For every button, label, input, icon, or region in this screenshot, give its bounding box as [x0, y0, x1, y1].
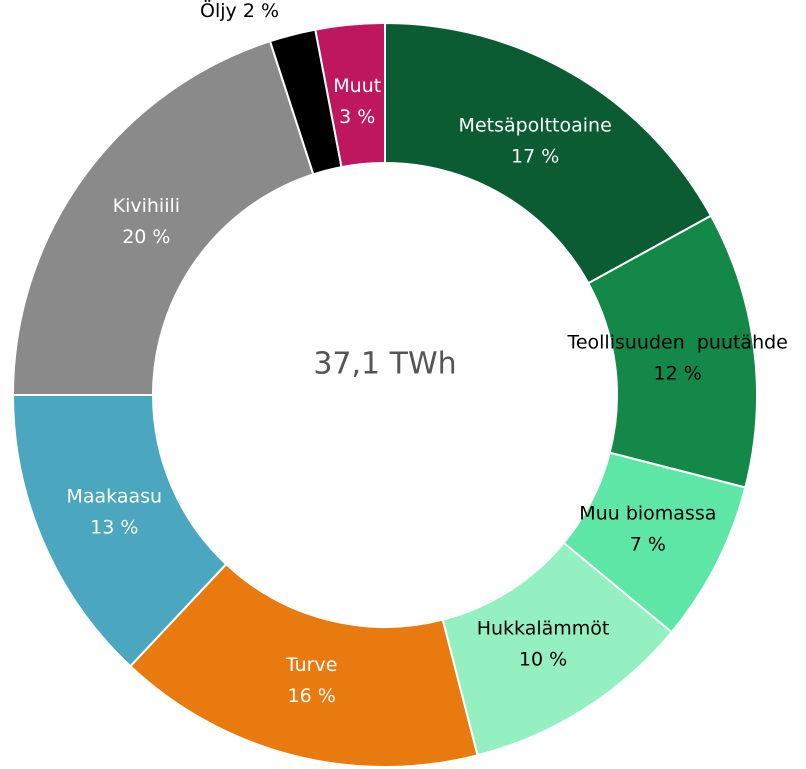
value-label: 2 %	[243, 0, 279, 22]
category-label: Öljy	[200, 0, 237, 22]
donut-slice	[128, 562, 479, 768]
slice-label: Öljy 2 %	[200, 0, 279, 22]
value-label: 7 %	[630, 533, 666, 555]
donut-slice	[384, 21, 713, 285]
value-label: 3 %	[339, 106, 375, 128]
value-label: 10 %	[519, 649, 567, 671]
value-label: 20 %	[122, 226, 170, 248]
value-label: 17 %	[511, 146, 559, 168]
donut-slice	[314, 21, 386, 169]
category-label: Metsäpolttoaine	[459, 115, 612, 137]
category-label: Maakaasu	[66, 486, 162, 508]
value-label: 16 %	[287, 685, 335, 707]
category-label: Muu biomassa	[579, 502, 716, 524]
donut-slice	[11, 39, 315, 396]
category-label: Muut	[333, 75, 381, 97]
value-label: 13 %	[90, 517, 138, 539]
category-label: Hukkalämmöt	[477, 618, 610, 640]
value-label: 12 %	[654, 363, 702, 385]
category-label: Kivihiili	[113, 195, 180, 217]
category-label: Teollisuuden puutähde	[566, 332, 787, 354]
category-label: Turve	[285, 654, 338, 676]
center-label: 37,1 TWh	[313, 347, 456, 382]
